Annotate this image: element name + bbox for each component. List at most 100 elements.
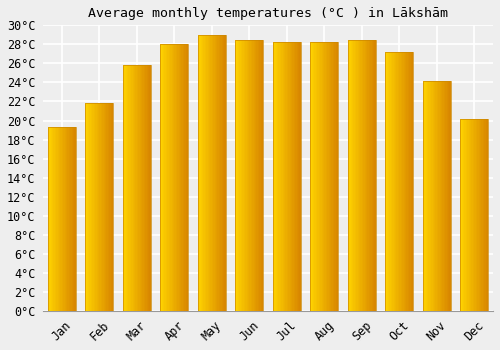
Bar <box>176 44 177 311</box>
Bar <box>450 80 451 311</box>
Bar <box>444 80 445 311</box>
Bar <box>198 35 199 311</box>
Bar <box>292 42 294 311</box>
Bar <box>370 40 372 311</box>
Bar <box>362 40 363 311</box>
Bar <box>252 40 254 311</box>
Bar <box>294 42 296 311</box>
Bar <box>256 40 258 311</box>
Bar <box>130 65 131 311</box>
Bar <box>240 40 241 311</box>
Bar <box>250 40 252 311</box>
Bar <box>396 52 398 311</box>
Bar <box>316 42 318 311</box>
Bar <box>259 40 260 311</box>
Bar <box>174 44 176 311</box>
Bar <box>296 42 298 311</box>
Bar <box>69 127 70 311</box>
Bar <box>73 127 74 311</box>
Bar <box>163 44 164 311</box>
Bar <box>210 35 212 311</box>
Bar <box>442 80 444 311</box>
Bar <box>464 119 466 311</box>
Bar <box>223 35 224 311</box>
Bar <box>274 42 276 311</box>
Bar <box>473 119 474 311</box>
Bar <box>470 119 472 311</box>
Bar <box>98 103 100 311</box>
Bar <box>128 65 130 311</box>
Bar <box>291 42 292 311</box>
Bar <box>148 65 150 311</box>
Bar <box>244 40 245 311</box>
Bar <box>54 127 55 311</box>
Bar <box>287 42 288 311</box>
Bar <box>476 119 477 311</box>
Bar <box>246 40 248 311</box>
Bar <box>448 80 450 311</box>
Bar <box>332 42 333 311</box>
Bar <box>245 40 246 311</box>
Bar <box>438 80 440 311</box>
Bar <box>222 35 223 311</box>
Bar <box>216 35 218 311</box>
Bar <box>236 40 238 311</box>
Bar <box>255 40 256 311</box>
Bar <box>96 103 98 311</box>
Bar <box>277 42 278 311</box>
Bar <box>350 40 352 311</box>
Bar <box>110 103 112 311</box>
Bar <box>48 127 76 311</box>
Bar <box>359 40 360 311</box>
Bar <box>144 65 146 311</box>
Bar <box>91 103 92 311</box>
Bar <box>482 119 484 311</box>
Bar <box>146 65 148 311</box>
Bar <box>141 65 142 311</box>
Bar <box>186 44 187 311</box>
Bar <box>258 40 259 311</box>
Bar <box>348 40 376 311</box>
Bar <box>184 44 186 311</box>
Bar <box>60 127 62 311</box>
Bar <box>372 40 373 311</box>
Bar <box>102 103 104 311</box>
Bar <box>72 127 73 311</box>
Bar <box>238 40 240 311</box>
Bar <box>320 42 322 311</box>
Bar <box>428 80 430 311</box>
Bar <box>422 80 451 311</box>
Bar <box>431 80 432 311</box>
Bar <box>132 65 134 311</box>
Bar <box>355 40 356 311</box>
Bar <box>404 52 405 311</box>
Bar <box>173 44 174 311</box>
Bar <box>66 127 68 311</box>
Bar <box>334 42 336 311</box>
Bar <box>74 127 76 311</box>
Bar <box>168 44 170 311</box>
Bar <box>50 127 52 311</box>
Bar <box>220 35 222 311</box>
Bar <box>348 40 349 311</box>
Bar <box>472 119 473 311</box>
Bar <box>160 44 162 311</box>
Bar <box>55 127 56 311</box>
Bar <box>200 35 202 311</box>
Bar <box>137 65 138 311</box>
Bar <box>436 80 437 311</box>
Bar <box>248 40 250 311</box>
Bar <box>219 35 220 311</box>
Bar <box>318 42 320 311</box>
Bar <box>280 42 281 311</box>
Bar <box>124 65 126 311</box>
Bar <box>364 40 366 311</box>
Bar <box>123 65 124 311</box>
Bar <box>224 35 226 311</box>
Bar <box>288 42 290 311</box>
Bar <box>108 103 109 311</box>
Bar <box>286 42 287 311</box>
Bar <box>104 103 105 311</box>
Bar <box>52 127 54 311</box>
Bar <box>204 35 205 311</box>
